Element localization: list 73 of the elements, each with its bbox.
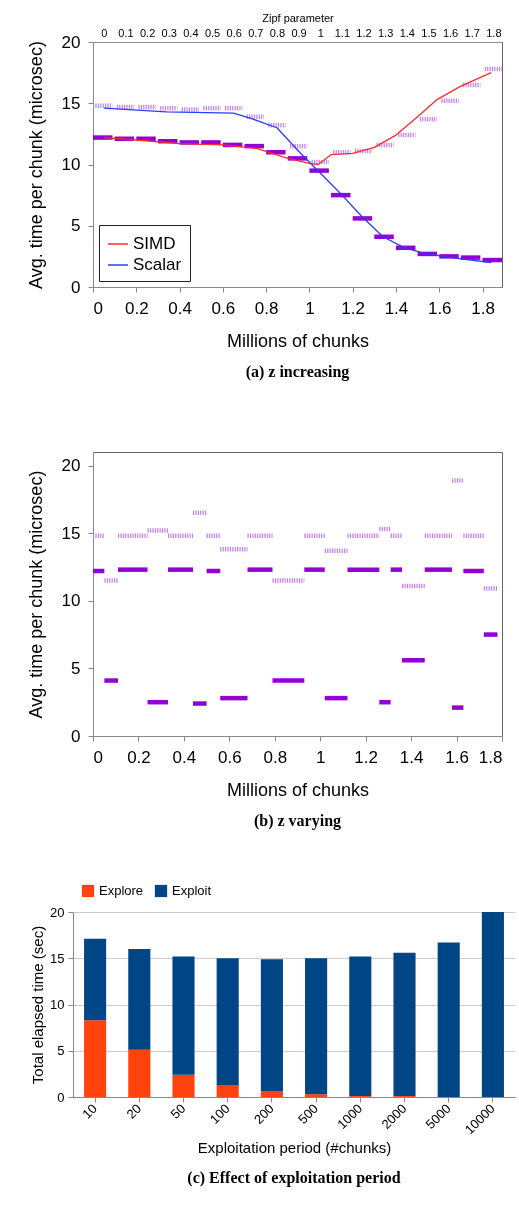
x-tick-label: 0.4	[168, 298, 192, 318]
x-tick-label: 50	[167, 1100, 189, 1122]
x2-axis-title: Zipf parameter	[262, 11, 335, 24]
text: (a) z increasing	[245, 363, 350, 381]
x-tick-label: 1.8	[471, 298, 495, 318]
x2-tick-label: 0.9	[291, 26, 307, 39]
x2-tick-label: 0	[101, 26, 108, 39]
x2-tick-label: 1	[317, 26, 324, 39]
x2-tick-label: 0.6	[226, 26, 242, 39]
y-tick-label: 10	[50, 997, 65, 1012]
x-tick-label: 0	[93, 298, 103, 318]
x-tick-label: 0	[93, 747, 103, 767]
y-tick-label: 0	[71, 277, 81, 297]
legend-label: Scalar	[133, 255, 182, 274]
y-tick-label: 5	[71, 216, 81, 236]
x-tick-label: 1.4	[399, 747, 424, 767]
legend-label: Explore	[99, 883, 144, 898]
y-tick-label: 10	[61, 591, 81, 611]
y-tick-label: 20	[50, 904, 65, 920]
y-axis-title: Avg. time per chunk (microsec)	[25, 41, 46, 289]
x-tick-label: 1.6	[427, 298, 452, 318]
x-tick-label: 1	[305, 298, 315, 318]
text: (b) z varying	[253, 812, 342, 830]
y-axis-title: Avg. time per chunk (microsec)	[25, 470, 46, 719]
x-tick-label: 0.8	[254, 298, 279, 318]
x2-tick-label: 0.2	[139, 26, 156, 39]
x2-tick-label: 0.3	[161, 26, 177, 39]
y-tick-label: 0	[57, 1089, 65, 1105]
x2-tick-label: 0.5	[204, 26, 221, 39]
x2-tick-label: 0.4	[183, 26, 199, 39]
x2-tick-label: 1.2	[356, 26, 372, 39]
y-tick-label: 10	[61, 155, 81, 174]
x-tick-label: 100	[206, 1100, 233, 1127]
text: (c) Effect of exploitation period	[187, 1168, 401, 1187]
x-tick-label: 1.8	[478, 747, 503, 767]
x2-tick-label: 1.5	[421, 26, 437, 39]
x2-tick-label: 0.1	[118, 26, 134, 39]
x-axis-title: Exploitation period (#chunks)	[197, 1139, 392, 1157]
x-tick-label: 20	[123, 1100, 145, 1122]
y-axis-title: Total elapsed time (sec)	[29, 925, 47, 1085]
x-tick-label: 200	[250, 1100, 277, 1127]
x2-tick-label: 1.1	[334, 26, 351, 39]
x2-tick-label: 1.7	[464, 26, 480, 39]
y-tick-label: 20	[61, 456, 81, 476]
x-tick-label: 1.2	[341, 298, 365, 318]
x2-tick-label: 1.8	[486, 26, 502, 39]
x2-tick-label: 1.6	[442, 26, 459, 39]
x2-tick-label: 1.4	[399, 26, 415, 39]
x-tick-label: 1	[315, 747, 326, 767]
x-tick-label: 0.2	[127, 747, 151, 767]
x-axis-title: Millions of chunks	[226, 779, 370, 800]
y-tick-label: 15	[61, 93, 81, 113]
x-axis-title: Millions of chunks	[226, 330, 370, 351]
legend-label: Exploit	[172, 883, 212, 898]
x2-tick-label: 0.7	[248, 26, 264, 39]
y-tick-label: 0	[71, 726, 81, 746]
y-tick-label: 5	[71, 658, 81, 678]
legend-label: SIMD	[133, 234, 176, 253]
x-tick-label: 500	[295, 1100, 322, 1127]
x-tick-label: 1.2	[354, 747, 378, 767]
x-tick-label: 0.6	[211, 298, 236, 318]
x-tick-label: 1.6	[445, 747, 469, 767]
x2-tick-label: 1.3	[377, 26, 394, 39]
x-tick-label: 0.4	[172, 747, 197, 767]
x-tick-label: 0.6	[218, 747, 242, 767]
x2-tick-label: 0.8	[269, 26, 286, 39]
x-tick-label: 0.8	[263, 747, 288, 767]
y-tick-label: 5	[57, 1043, 65, 1059]
y-tick-label: 20	[61, 32, 81, 52]
x-tick-label: 0.2	[124, 298, 149, 318]
y-tick-label: 15	[50, 950, 65, 966]
y-tick-label: 15	[61, 523, 81, 543]
x-tick-label: 1.4	[384, 298, 409, 318]
